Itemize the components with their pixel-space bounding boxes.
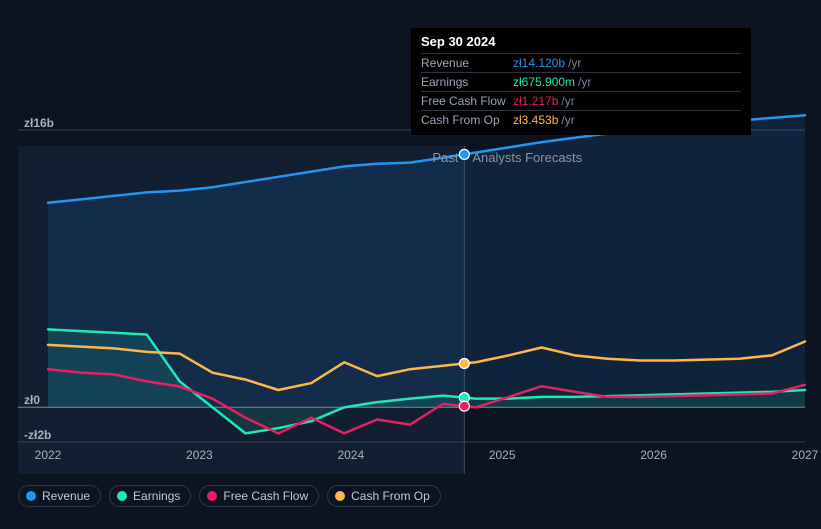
y-tick-label: zł0 xyxy=(24,393,40,407)
legend-label: Earnings xyxy=(133,489,180,503)
tooltip-row: Cash From Opzł3.453b/yr xyxy=(421,110,741,129)
legend-label: Free Cash Flow xyxy=(223,489,308,503)
legend-dot-icon xyxy=(117,491,127,501)
legend-item-free-cash-flow[interactable]: Free Cash Flow xyxy=(199,485,319,507)
tooltip-row: Revenuezł14.120b/yr xyxy=(421,53,741,72)
tooltip-row-unit: /yr xyxy=(561,113,574,127)
tooltip-row-value: zł3.453b xyxy=(513,113,558,127)
x-tick-label: 2024 xyxy=(337,448,364,462)
x-tick-label: 2022 xyxy=(35,448,62,462)
tooltip-row: Earningszł675.900m/yr xyxy=(421,72,741,91)
tooltip-row-label: Free Cash Flow xyxy=(421,94,513,108)
tooltip-title: Sep 30 2024 xyxy=(421,34,741,53)
y-tick-label: zł16b xyxy=(24,116,54,130)
legend: Revenue Earnings Free Cash Flow Cash From O… xyxy=(18,485,441,507)
x-tick-label: 2025 xyxy=(489,448,516,462)
y-tick-label: -zł2b xyxy=(24,428,51,442)
legend-label: Revenue xyxy=(42,489,90,503)
tooltip-row-label: Cash From Op xyxy=(421,113,513,127)
tooltip-row-unit: /yr xyxy=(578,75,591,89)
forecast-label: Analysts Forecasts xyxy=(472,150,582,165)
x-tick-label: 2023 xyxy=(186,448,213,462)
tooltip-row-label: Earnings xyxy=(421,75,513,89)
tooltip-row-value: zł1.217b xyxy=(513,94,558,108)
financials-chart: zł16b zł0 -zł2b 2022 2023 2024 2025 2026 2027 P… xyxy=(0,0,821,524)
legend-label: Cash From Op xyxy=(351,489,430,503)
tooltip-row-value: zł675.900m xyxy=(513,75,575,89)
past-label: Past xyxy=(432,150,458,165)
tooltip-row-unit: /yr xyxy=(568,56,581,70)
legend-item-cash-from-op[interactable]: Cash From Op xyxy=(327,485,441,507)
legend-dot-icon xyxy=(207,491,217,501)
legend-dot-icon xyxy=(335,491,345,501)
tooltip-row-label: Revenue xyxy=(421,56,513,70)
legend-item-revenue[interactable]: Revenue xyxy=(18,485,101,507)
tooltip-row-value: zł14.120b xyxy=(513,56,565,70)
tooltip-row-unit: /yr xyxy=(561,94,574,108)
x-tick-label: 2027 xyxy=(792,448,819,462)
tooltip-row: Free Cash Flowzł1.217b/yr xyxy=(421,91,741,110)
legend-dot-icon xyxy=(26,491,36,501)
tooltip: Sep 30 2024 Revenuezł14.120b/yrEarningsz… xyxy=(411,28,751,135)
legend-item-earnings[interactable]: Earnings xyxy=(109,485,191,507)
x-tick-label: 2026 xyxy=(640,448,667,462)
